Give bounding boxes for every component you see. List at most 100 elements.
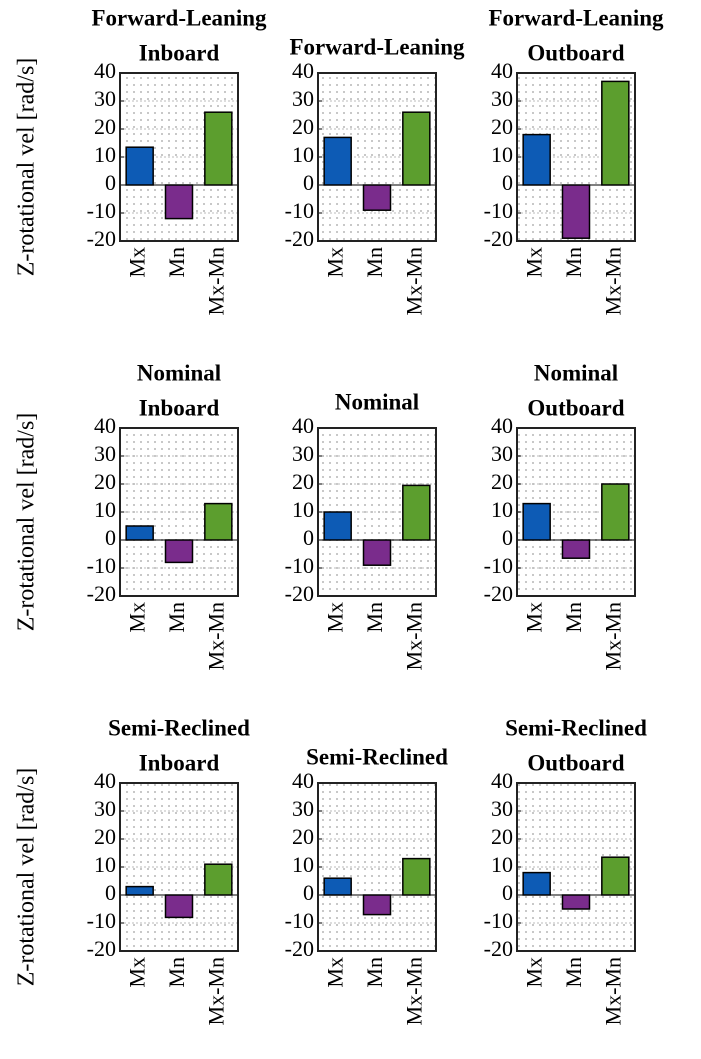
y-tick-label: 30 xyxy=(292,86,314,111)
x-tick-label: Mx xyxy=(522,602,547,633)
y-tick-label: 40 xyxy=(491,58,513,83)
axes-box xyxy=(516,72,636,242)
chart-title: Semi-Reclined xyxy=(306,744,448,769)
y-tick-label: -20 xyxy=(484,936,513,961)
y-axis-label: Z-rotational vel [rad/s] xyxy=(14,58,40,277)
axes-box xyxy=(516,782,636,952)
x-tick-label: Mx xyxy=(522,957,547,988)
bar xyxy=(522,871,551,896)
y-tick-label: 10 xyxy=(94,142,116,167)
y-tick-label: 10 xyxy=(491,852,513,877)
y-tick-label: 20 xyxy=(491,824,513,849)
y-tick-label: 0 xyxy=(303,170,314,195)
bar xyxy=(402,484,431,541)
bar xyxy=(323,511,352,541)
y-tick-label: 40 xyxy=(94,58,116,83)
y-tick-label: -10 xyxy=(87,553,116,578)
x-tick-label: Mx-Mn xyxy=(600,602,625,670)
y-tick-label: -20 xyxy=(87,936,116,961)
y-tick-label: 40 xyxy=(94,768,116,793)
bar xyxy=(522,502,551,541)
bar xyxy=(164,539,194,564)
y-tick-label: 30 xyxy=(292,441,314,466)
x-tick-label: Mx xyxy=(125,602,150,633)
y-tick-label: -20 xyxy=(87,581,116,606)
bar xyxy=(125,525,154,541)
bar xyxy=(125,885,154,896)
x-tick-label: Mx xyxy=(522,247,547,278)
chart-title: Nominal xyxy=(335,389,419,414)
y-tick-label: -20 xyxy=(484,226,513,251)
x-tick-label: Mx-Mn xyxy=(203,602,228,670)
bar xyxy=(204,111,233,186)
chart-title: Outboard xyxy=(527,40,624,65)
axes-box xyxy=(317,782,437,952)
chart-title: Inboard xyxy=(139,395,220,420)
chart-title: Nominal xyxy=(137,360,221,385)
x-tick-label: Mx xyxy=(125,247,150,278)
y-tick-label: 40 xyxy=(292,768,314,793)
x-tick-label: Mx-Mn xyxy=(600,247,625,315)
bar xyxy=(323,136,352,186)
y-tick-label: 20 xyxy=(491,469,513,494)
y-tick-label: 30 xyxy=(94,86,116,111)
y-tick-label: -20 xyxy=(285,936,314,961)
y-tick-label: 0 xyxy=(105,880,116,905)
y-tick-label: -10 xyxy=(484,553,513,578)
chart-title: Forward-Leaning xyxy=(488,5,664,30)
y-tick-label: 40 xyxy=(292,413,314,438)
chart-title: Forward-Leaning xyxy=(289,34,465,59)
x-tick-label: Mn xyxy=(362,957,387,988)
y-tick-label: 30 xyxy=(94,441,116,466)
y-tick-label: 20 xyxy=(94,469,116,494)
y-tick-label: 20 xyxy=(94,824,116,849)
y-tick-label: 0 xyxy=(502,880,513,905)
bar xyxy=(125,146,154,186)
y-tick-label: -10 xyxy=(285,198,314,223)
y-tick-label: 20 xyxy=(292,824,314,849)
y-tick-label: 20 xyxy=(292,114,314,139)
y-tick-label: 0 xyxy=(105,170,116,195)
bar xyxy=(204,502,233,541)
y-tick-label: 20 xyxy=(292,469,314,494)
axes-box xyxy=(119,72,239,242)
x-tick-label: Mn xyxy=(561,602,586,633)
x-tick-label: Mx-Mn xyxy=(401,602,426,670)
y-tick-label: 10 xyxy=(94,852,116,877)
bar xyxy=(323,877,352,896)
y-tick-label: 10 xyxy=(94,497,116,522)
y-tick-label: 20 xyxy=(491,114,513,139)
y-tick-label: 10 xyxy=(292,142,314,167)
y-tick-label: 10 xyxy=(292,852,314,877)
axes-box xyxy=(317,72,437,242)
bar xyxy=(164,894,194,919)
chart-title: Inboard xyxy=(139,40,220,65)
bar xyxy=(164,184,194,220)
y-tick-label: 10 xyxy=(292,497,314,522)
y-tick-label: -10 xyxy=(87,908,116,933)
y-tick-label: 0 xyxy=(303,880,314,905)
bar xyxy=(362,894,392,916)
y-axis-label: Z-rotational vel [rad/s] xyxy=(14,768,40,987)
y-tick-label: -10 xyxy=(285,908,314,933)
bar xyxy=(601,856,630,896)
x-tick-label: Mx xyxy=(323,957,348,988)
y-tick-label: 30 xyxy=(491,441,513,466)
y-tick-label: 10 xyxy=(491,142,513,167)
x-tick-label: Mn xyxy=(362,602,387,633)
x-tick-label: Mx xyxy=(125,957,150,988)
chart-title: Outboard xyxy=(527,750,624,775)
y-tick-label: -10 xyxy=(285,553,314,578)
bar xyxy=(204,863,233,896)
axes-box xyxy=(119,427,239,597)
y-tick-label: 10 xyxy=(491,497,513,522)
x-tick-label: Mn xyxy=(561,247,586,278)
y-tick-label: 40 xyxy=(491,413,513,438)
bar xyxy=(402,111,431,186)
bar xyxy=(402,857,431,896)
y-tick-label: -20 xyxy=(285,581,314,606)
x-tick-label: Mx-Mn xyxy=(600,957,625,1025)
x-tick-label: Mn xyxy=(561,957,586,988)
x-tick-label: Mx xyxy=(323,602,348,633)
